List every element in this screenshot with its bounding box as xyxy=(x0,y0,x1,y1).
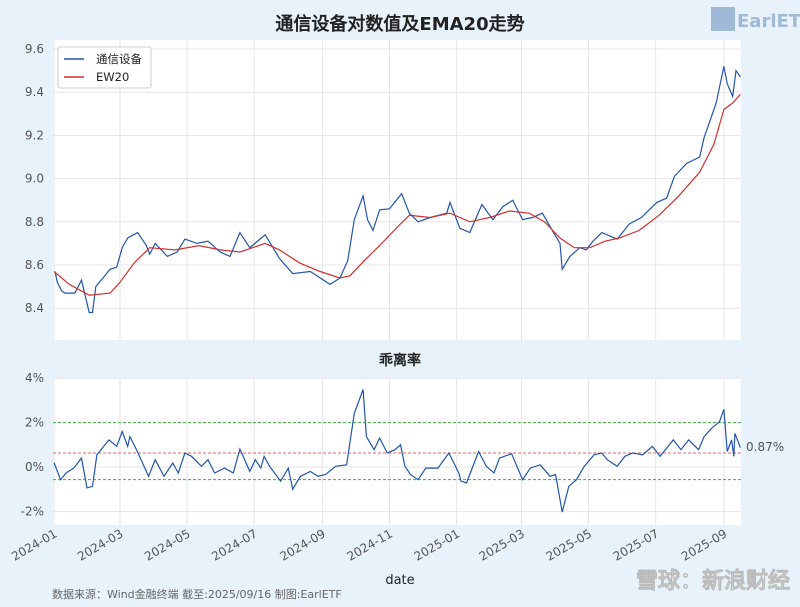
chart-title: 通信设备对数值及EMA20走势 xyxy=(275,13,524,35)
y-tick-label: 2% xyxy=(25,416,44,430)
x-tick-label: 2025-05 xyxy=(544,526,594,563)
logo-mark-icon xyxy=(711,7,735,31)
y-tick-label: 4% xyxy=(25,371,44,385)
y-tick-label: 0% xyxy=(25,460,44,474)
x-axis-label: date xyxy=(385,573,414,588)
price-line xyxy=(54,66,741,314)
x-tick-label: 2025-09 xyxy=(679,526,729,563)
x-tick-label: 2024-07 xyxy=(209,526,259,563)
legend-label-ema: EW20 xyxy=(96,70,129,84)
legend-label-price: 通信设备 xyxy=(96,52,142,66)
y-tick-label: 8.4 xyxy=(25,301,44,315)
ema20-line xyxy=(53,93,741,296)
price-plot-area xyxy=(53,40,741,340)
logo: EarlETF xyxy=(711,7,800,32)
y-tick-label: -2% xyxy=(21,504,44,518)
y-tick-label: 8.8 xyxy=(25,215,44,229)
deviation-title: 乖离率 xyxy=(379,352,421,369)
x-tick-label: 2025-03 xyxy=(477,526,527,563)
x-tick-label: 2024-05 xyxy=(142,526,192,563)
x-tick-label: 2024-11 xyxy=(345,526,395,563)
footer-source: 数据来源：Wind金融终端 截至:2025/09/16 制图:EarlETF xyxy=(52,587,342,601)
logo-text: EarlETF xyxy=(737,11,800,32)
legend: 通信设备 EW20 xyxy=(57,46,152,89)
watermark: 雪球：新浪财经 xyxy=(636,568,790,594)
last-value-label: 0.87% xyxy=(746,440,784,454)
y-tick-label: 9.6 xyxy=(25,42,44,56)
x-tick-label: 2024-01 xyxy=(9,526,59,563)
y-tick-label: 8.6 xyxy=(25,258,44,272)
y-tick-label: 9.4 xyxy=(25,85,44,99)
x-tick-label: 2025-01 xyxy=(412,526,462,563)
deviation-plot-area xyxy=(53,378,741,525)
y-tick-label: 9.0 xyxy=(25,172,44,186)
x-tick-label: 2024-09 xyxy=(277,526,327,563)
y-tick-label: 9.2 xyxy=(25,128,44,142)
deviation-line xyxy=(53,389,741,513)
x-tick-label: 2025-07 xyxy=(611,526,661,563)
x-tick-label: 2024-03 xyxy=(75,526,125,563)
